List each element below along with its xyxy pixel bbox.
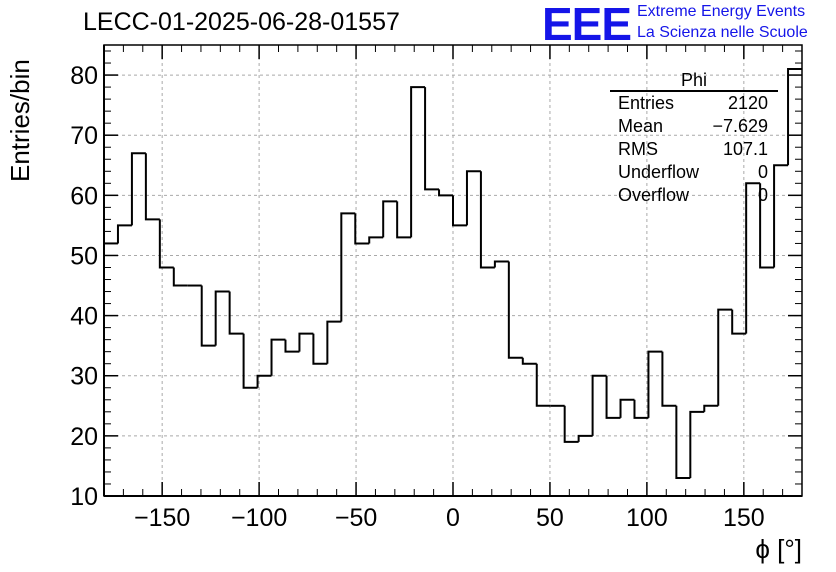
histogram-bin [424, 87, 440, 191]
x-tick-label: −150 [134, 504, 190, 532]
histogram-bin [661, 351, 677, 407]
chart-title: LECC-01-2025-06-28-01557 [83, 8, 400, 36]
histogram-bin [563, 405, 579, 443]
y-axis-label-wrap: Entries/bin [5, 59, 35, 183]
histogram-bin [326, 320, 342, 364]
histogram-bin [731, 309, 747, 335]
logo-line-2: La Scienza nelle Scuole [637, 24, 808, 41]
histogram-bin [382, 200, 398, 238]
histogram-bin [787, 68, 802, 166]
histogram-bin [284, 339, 300, 353]
y-tick-label: 70 [70, 122, 98, 150]
histogram-bin [745, 182, 761, 334]
x-tick-label: 150 [723, 504, 765, 532]
stats-value: 2120 [727, 93, 768, 113]
y-tick-label: 60 [70, 182, 98, 210]
histogram-bin [256, 374, 272, 388]
x-tick-label: 0 [446, 504, 460, 532]
histogram-bin [675, 405, 691, 479]
stats-label: Entries [618, 93, 675, 113]
x-tick-label: −100 [231, 504, 287, 532]
histogram-bin [396, 201, 412, 239]
histogram-bin [312, 333, 328, 365]
stats-row-underflow: Underflow 0 [610, 161, 778, 184]
histogram-bin [200, 285, 216, 347]
axis-ticks [103, 45, 803, 497]
histogram-bin [619, 398, 635, 418]
stats-label: RMS [618, 139, 658, 159]
histogram-bin [577, 434, 593, 442]
x-axis-label: ϕ [°] [755, 534, 802, 564]
histogram-bin [172, 267, 188, 287]
histogram-bin [130, 152, 146, 226]
stats-label: Underflow [618, 162, 700, 182]
histogram-bin [773, 164, 789, 268]
histogram-bin [717, 308, 733, 406]
x-tick-label: 50 [536, 504, 564, 532]
histogram-bin [368, 236, 384, 244]
y-tick-label: 20 [70, 423, 98, 451]
histogram-bin [452, 195, 467, 227]
histogram-bin [535, 363, 551, 407]
histogram-bin [340, 212, 356, 322]
stats-row-overflow: Overflow 0 [610, 184, 778, 207]
stats-label: Mean [618, 116, 664, 136]
axis-tick-labels: −150 −100 −50 0 50 100 150 10 20 30 40 50 60 70 80 [70, 62, 765, 532]
x-tick-label: −50 [335, 504, 377, 532]
stats-value: 0 [757, 185, 768, 205]
stats-row-entries: Entries 2120 [610, 92, 778, 115]
y-tick-label: 80 [70, 62, 98, 90]
histogram-bin [158, 219, 174, 269]
histogram-bin [465, 170, 481, 226]
stats-value: 0 [757, 162, 768, 182]
histogram-bin [521, 357, 537, 365]
histogram-bin [144, 153, 160, 221]
stats-row-mean: Mean −7.629 [610, 115, 778, 138]
histogram-bin [116, 224, 132, 244]
histogram-bin [605, 375, 621, 419]
histogram-bin [354, 213, 370, 245]
histogram-bin [493, 260, 509, 268]
stats-box: Phi Entries 2120 Mean −7.629 RMS 107.1 U… [610, 70, 778, 207]
stats-value: 107.1 [722, 139, 768, 159]
histogram-bin [647, 350, 663, 418]
stats-value: −7.629 [712, 116, 768, 136]
histogram-bin [214, 290, 230, 346]
stats-row-rms: RMS 107.1 [610, 138, 778, 161]
y-tick-label: 50 [70, 242, 98, 270]
histogram-bin [689, 410, 705, 478]
y-axis-label: Entries/bin [5, 59, 35, 182]
histogram-bin [703, 404, 719, 412]
histogram-bin [438, 189, 453, 197]
stats-title: Phi [610, 70, 778, 92]
histogram-bin [410, 86, 426, 238]
histogram-bin [270, 338, 286, 376]
x-tick-label: 100 [626, 504, 668, 532]
eee-logo: EEE [542, 0, 632, 50]
histogram-series [104, 68, 802, 479]
stats-label: Overflow [618, 185, 690, 205]
histogram-bin [759, 183, 775, 269]
y-tick-label: 30 [70, 363, 98, 391]
histogram-bin [228, 291, 244, 335]
histogram-bin [298, 332, 314, 352]
histogram-bin [479, 171, 495, 269]
y-tick-label: 40 [70, 303, 98, 331]
logo-line-1: Extreme Energy Events [637, 3, 806, 20]
histogram-bin [633, 399, 649, 419]
y-tick-label: 10 [70, 483, 98, 511]
histogram-bin [591, 374, 607, 436]
histogram-bin [507, 261, 523, 359]
histogram-bin [242, 333, 258, 389]
